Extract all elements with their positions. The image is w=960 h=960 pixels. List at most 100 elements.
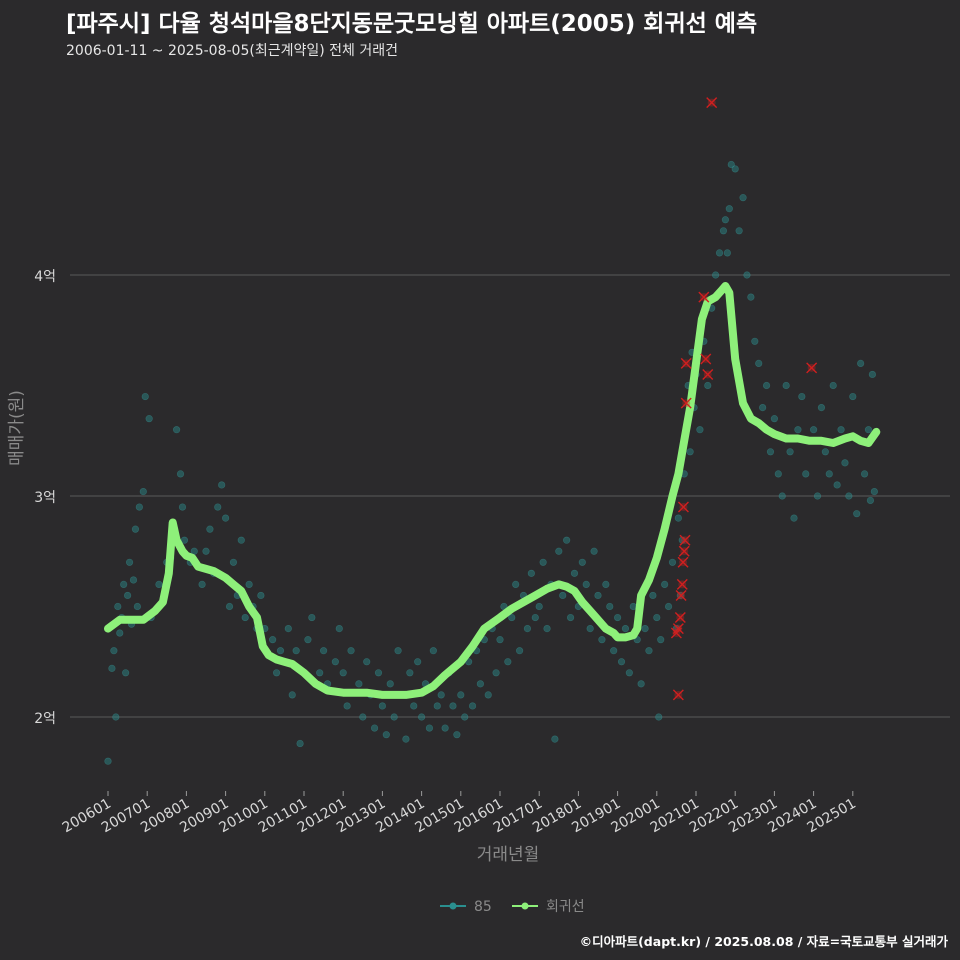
data-point <box>512 580 520 589</box>
data-point <box>406 669 414 677</box>
data-point <box>180 536 189 544</box>
data-point <box>394 647 402 655</box>
highlight-layer <box>670 97 818 701</box>
data-point <box>747 293 755 301</box>
data-point <box>731 165 739 173</box>
data-point <box>727 160 735 169</box>
data-point <box>664 602 673 611</box>
highlight-marker <box>677 556 689 568</box>
data-point <box>860 470 869 478</box>
data-point <box>672 624 681 633</box>
data-point <box>813 492 822 500</box>
data-point <box>715 249 724 257</box>
data-point <box>222 514 230 522</box>
highlight-cross <box>672 689 684 701</box>
data-point <box>112 713 120 721</box>
data-point <box>414 658 422 666</box>
data-point <box>739 194 747 202</box>
highlight-marker <box>680 357 692 369</box>
data-point <box>173 426 181 434</box>
data-point <box>762 381 771 390</box>
data-point <box>829 381 837 390</box>
data-point <box>721 216 730 224</box>
data-point <box>759 404 767 412</box>
data-point <box>133 602 141 611</box>
data-point <box>570 569 579 577</box>
data-point <box>610 647 618 655</box>
data-point <box>649 591 657 600</box>
data-point <box>786 448 794 456</box>
data-point <box>198 580 206 589</box>
data-point <box>370 724 379 732</box>
highlight-cross <box>700 353 712 365</box>
data-point <box>841 459 849 467</box>
data-point <box>686 448 694 456</box>
data-point <box>778 492 786 500</box>
highlight-marker <box>698 291 710 303</box>
data-point <box>866 496 875 505</box>
highlight-marker <box>700 353 712 365</box>
data-point <box>145 415 153 423</box>
data-point <box>704 381 712 390</box>
data-point <box>637 680 645 688</box>
data-point <box>441 724 449 732</box>
data-point <box>386 680 394 688</box>
regression-line <box>104 282 881 699</box>
data-point <box>870 487 878 496</box>
data-point <box>308 613 316 622</box>
data-point <box>551 735 559 743</box>
data-point <box>798 392 806 401</box>
data-point <box>566 613 575 622</box>
data-point <box>735 227 743 235</box>
data-point <box>116 629 124 637</box>
data-point <box>602 580 610 589</box>
data-point <box>410 702 418 710</box>
data-point <box>178 503 187 511</box>
data-point <box>257 591 265 600</box>
data-point <box>743 271 751 279</box>
data-point <box>508 613 516 622</box>
data-point <box>316 669 324 677</box>
data-point <box>725 205 733 213</box>
page-subtitle: 2006-01-11 ~ 2025-08-05(최근계약일) 전체 거래건 <box>66 43 398 59</box>
data-point <box>296 739 304 748</box>
data-point <box>355 680 363 688</box>
highlight-cross <box>672 623 684 635</box>
highlight-cross <box>676 578 688 590</box>
data-point <box>613 613 622 622</box>
data-point <box>617 658 626 666</box>
data-point <box>868 370 877 379</box>
data-point <box>586 624 594 633</box>
highlight-cross <box>680 357 692 369</box>
data-point <box>347 647 355 655</box>
highlight-marker <box>679 534 691 546</box>
data-point <box>845 492 853 500</box>
y-tick-label: 2억 <box>34 711 56 727</box>
highlight-marker <box>680 397 692 409</box>
data-point <box>606 602 614 611</box>
data-point <box>590 547 598 555</box>
data-point <box>817 404 826 412</box>
data-point <box>711 271 720 279</box>
data-point <box>523 624 532 633</box>
highlight-cross <box>806 362 818 374</box>
data-point <box>131 525 140 533</box>
data-point <box>531 613 539 622</box>
data-point <box>304 636 312 644</box>
data-point <box>378 702 387 710</box>
data-point <box>461 713 469 721</box>
data-point <box>343 702 351 710</box>
data-point <box>837 426 845 434</box>
highlight-cross <box>706 97 718 109</box>
data-point <box>766 448 775 456</box>
data-point <box>492 669 500 677</box>
data-point <box>645 647 653 655</box>
data-point <box>110 647 118 655</box>
highlight-marker <box>678 545 690 557</box>
data-point <box>598 636 606 644</box>
data-point <box>661 580 669 589</box>
data-point <box>433 702 441 710</box>
data-point <box>833 481 841 489</box>
highlight-cross <box>674 612 686 624</box>
data-point <box>141 392 149 401</box>
